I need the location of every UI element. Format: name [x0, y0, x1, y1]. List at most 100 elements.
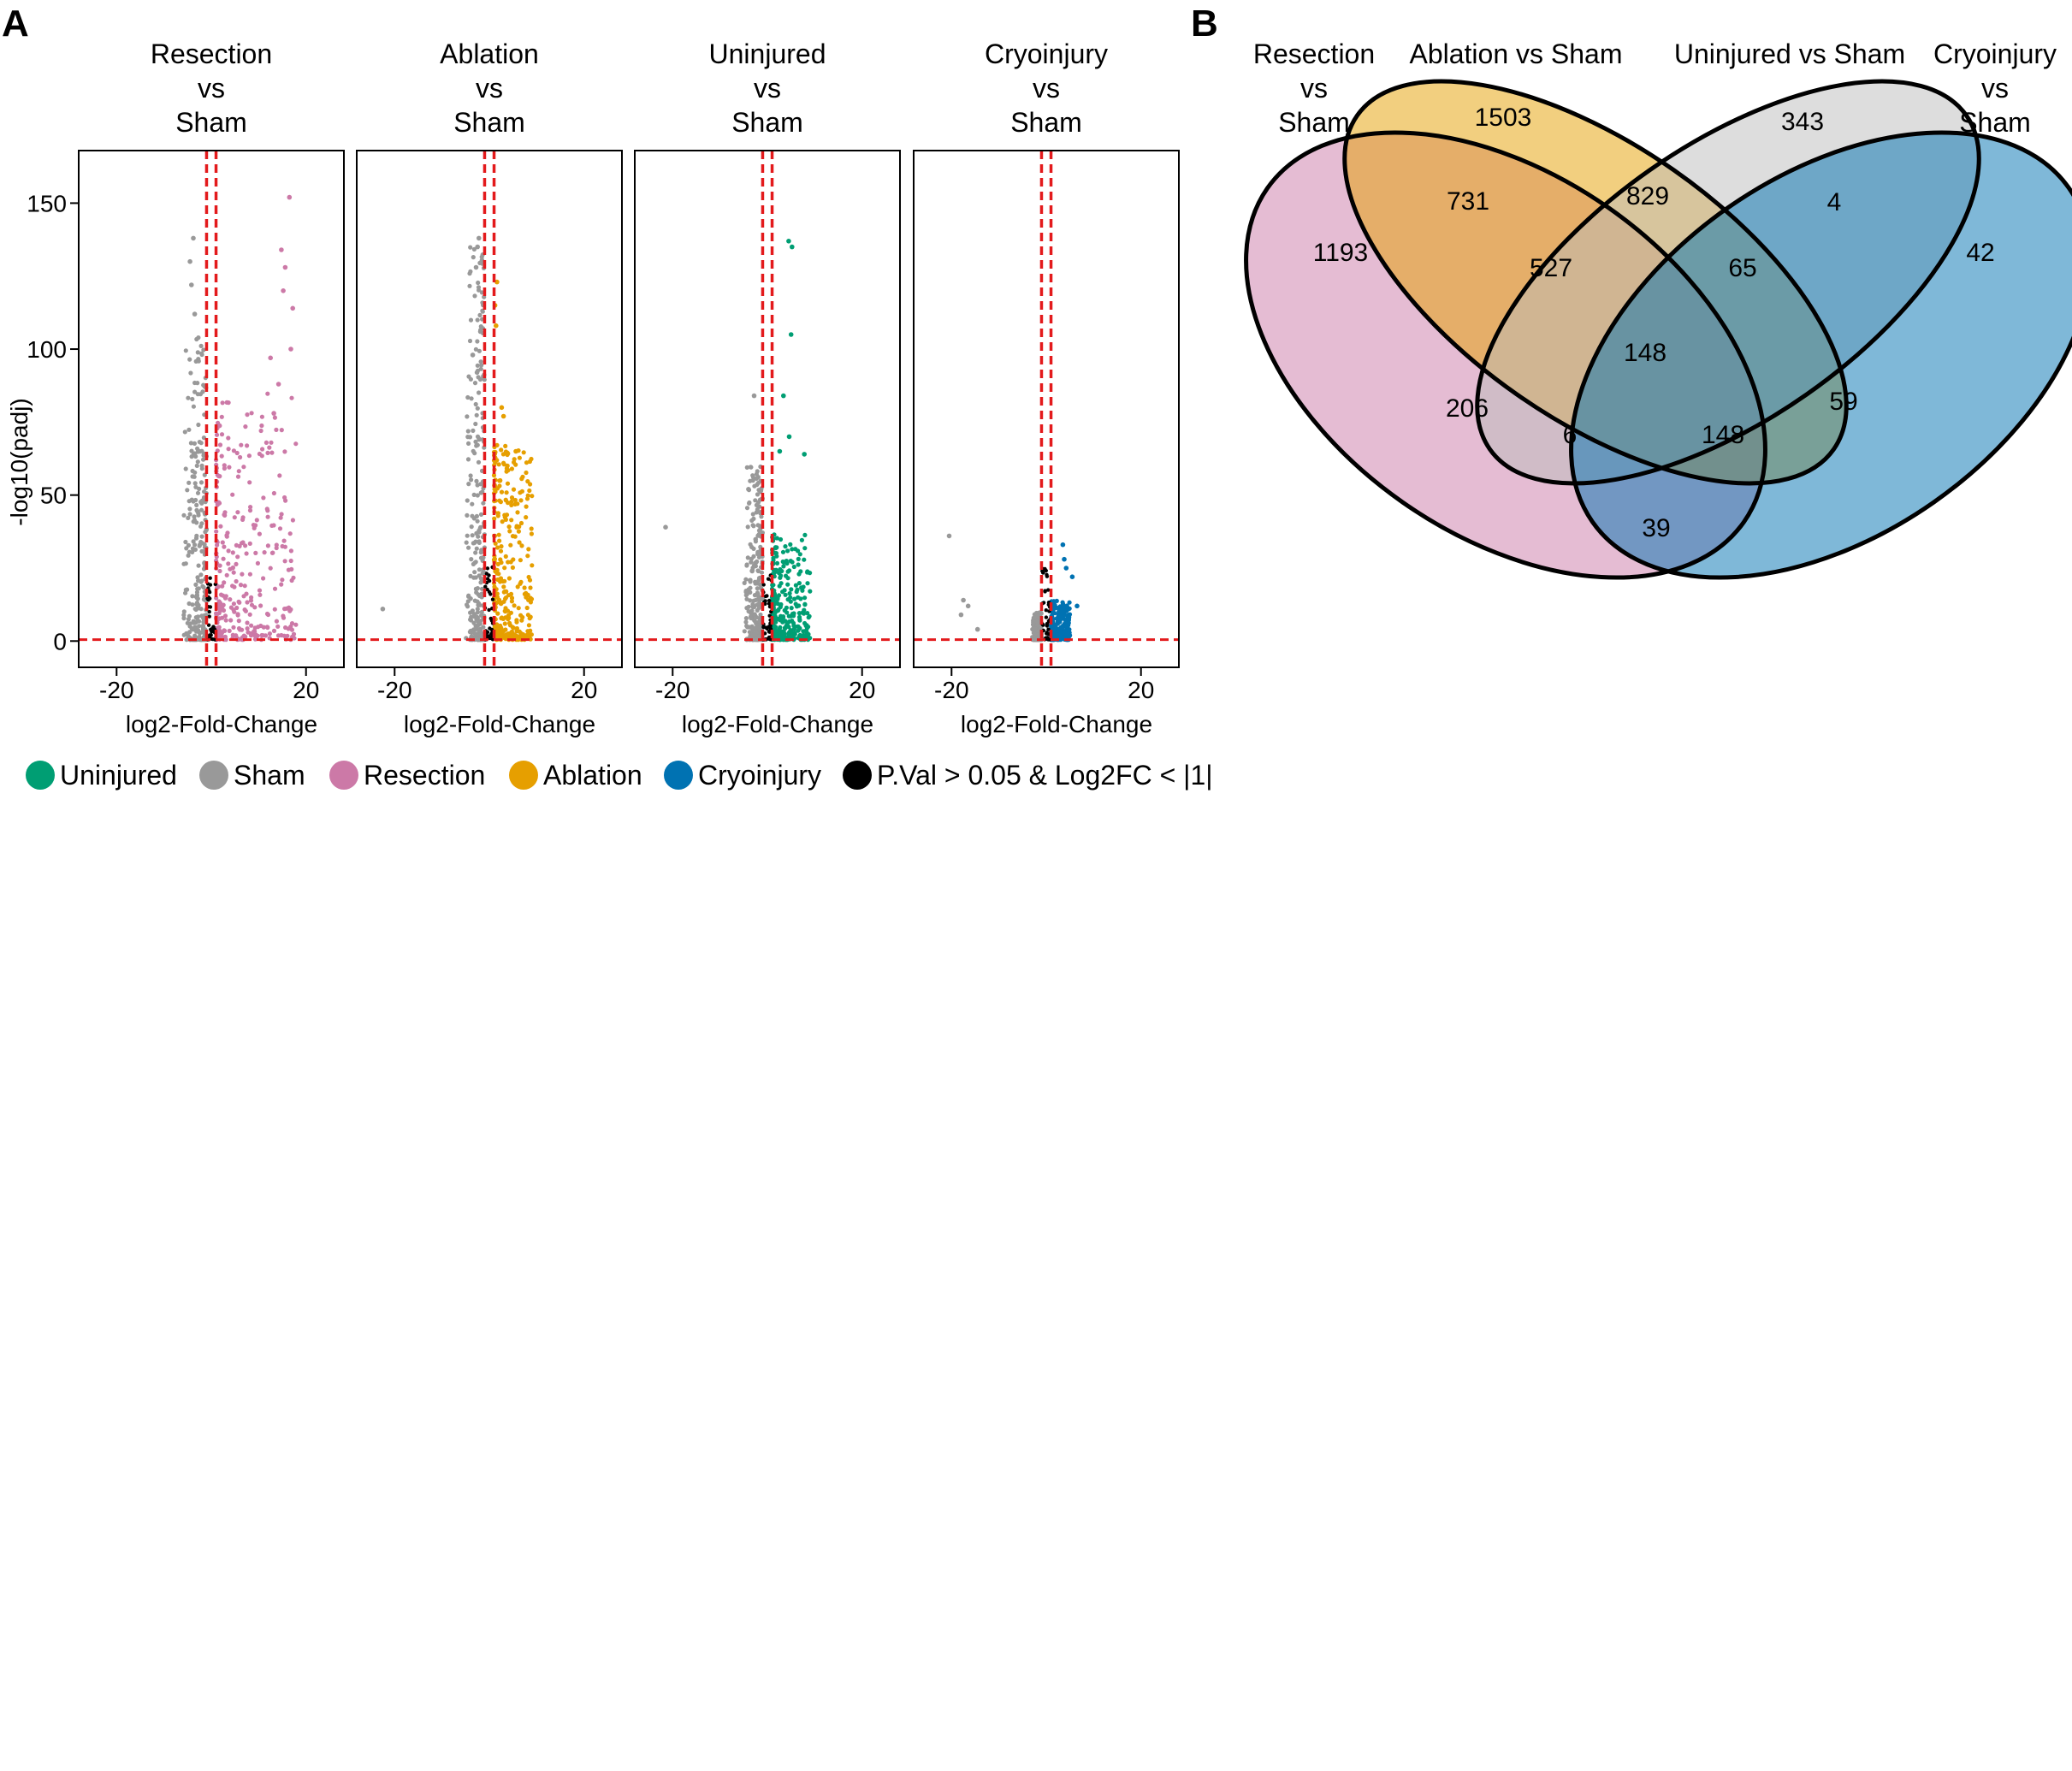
volcano-point — [472, 293, 477, 299]
volcano-point — [513, 448, 518, 454]
volcano-point — [252, 605, 258, 610]
volcano-point — [465, 457, 471, 462]
volcano-point — [244, 551, 249, 556]
volcano-point — [289, 395, 294, 400]
volcano-point — [262, 550, 267, 555]
volcano-point — [1045, 574, 1050, 578]
legend-swatch — [664, 761, 693, 790]
volcano-point — [186, 427, 192, 432]
volcano-point — [748, 542, 753, 547]
volcano-point — [219, 414, 224, 419]
volcano-point — [517, 455, 523, 460]
volcano-point — [251, 523, 256, 528]
volcano-point — [190, 594, 195, 599]
venn-region-count: 829 — [1626, 182, 1669, 210]
volcano-point — [496, 462, 501, 467]
volcano-point — [181, 613, 186, 618]
volcano-point — [520, 474, 525, 479]
volcano-point — [477, 235, 482, 241]
panel-frame — [356, 150, 623, 668]
volcano-point — [199, 534, 204, 539]
volcano-point — [747, 500, 752, 506]
volcano-point — [745, 555, 750, 560]
volcano-point — [475, 483, 480, 488]
volcano-point — [465, 498, 470, 503]
volcano-point — [282, 544, 287, 549]
volcano-point — [476, 280, 481, 286]
volcano-point — [498, 478, 503, 483]
volcano-point — [191, 235, 196, 241]
volcano-point — [500, 519, 505, 524]
volcano-point — [796, 581, 802, 586]
volcano-point — [472, 570, 477, 575]
volcano-point — [763, 599, 767, 603]
volcano-point — [518, 520, 524, 526]
volcano-point — [530, 563, 535, 568]
volcano-point — [466, 594, 471, 599]
volcano-point — [195, 392, 200, 397]
volcano-point — [281, 615, 287, 620]
volcano-point — [237, 543, 242, 549]
volcano-point — [183, 539, 188, 545]
volcano-point — [781, 393, 786, 399]
volcano-point — [222, 580, 227, 585]
volcano-point — [283, 498, 288, 503]
volcano-point — [467, 283, 472, 288]
volcano-point — [282, 449, 287, 454]
y-tick-label: 150 — [27, 190, 67, 216]
volcano-point — [471, 246, 477, 252]
volcano-point — [217, 423, 222, 428]
volcano-point — [231, 570, 236, 575]
volcano-point — [794, 589, 799, 595]
volcano-point — [743, 589, 749, 595]
volcano-points — [946, 533, 1080, 643]
volcano-point — [249, 411, 254, 416]
volcano-point — [495, 561, 500, 567]
volcano-point — [788, 542, 793, 548]
volcano-point — [522, 585, 527, 590]
volcano-point — [255, 560, 260, 566]
volcano-point — [503, 637, 508, 642]
volcano-point — [275, 624, 281, 629]
volcano-point — [465, 429, 471, 434]
volcano-point — [217, 568, 222, 574]
volcano-point — [485, 566, 490, 571]
x-tick-label: 20 — [293, 677, 319, 703]
legend-label: Sham — [234, 760, 305, 791]
volcano-point — [794, 604, 800, 609]
volcano-point — [1059, 614, 1064, 619]
volcano-point — [194, 463, 199, 469]
volcano-point — [477, 619, 482, 625]
volcano-point — [751, 554, 756, 560]
volcano-point — [247, 572, 252, 577]
volcano-point — [186, 480, 192, 485]
volcano-point — [770, 583, 775, 588]
volcano-point — [471, 492, 477, 498]
volcano-point — [199, 630, 204, 635]
volcano-point — [478, 359, 483, 364]
venn-region-count: 148 — [1702, 421, 1744, 449]
y-axis-label: -log10(padj) — [6, 398, 33, 525]
volcano-point — [768, 637, 773, 642]
volcano-point — [484, 572, 489, 576]
legend-swatch — [843, 761, 872, 790]
volcano-point — [222, 544, 227, 549]
volcano-point — [515, 501, 520, 506]
volcano-point — [753, 498, 758, 503]
volcano-point — [476, 534, 481, 539]
volcano-point — [475, 317, 480, 323]
volcano-point — [232, 515, 237, 520]
volcano-point — [477, 573, 482, 578]
volcano-point — [245, 626, 250, 631]
volcano-point — [475, 339, 480, 344]
legend-label: Uninjured — [60, 760, 177, 791]
volcano-point — [494, 323, 499, 329]
venn-set-title: Resection — [1253, 38, 1375, 69]
panel-title-line: vs — [198, 73, 225, 104]
volcano-point — [494, 629, 500, 634]
volcano-point — [199, 507, 204, 512]
volcano-point — [474, 617, 479, 622]
venn-set-title: Ablation vs Sham — [1409, 38, 1622, 69]
volcano-point — [200, 389, 205, 394]
